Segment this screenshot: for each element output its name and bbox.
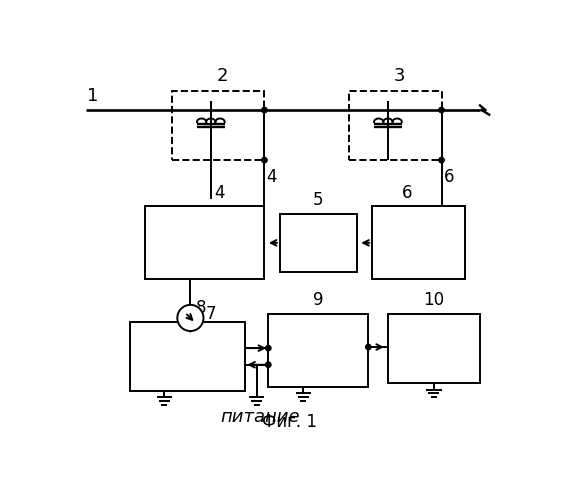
Bar <box>145 206 265 280</box>
Text: 1: 1 <box>87 88 99 106</box>
Text: питание: питание <box>221 408 301 426</box>
Bar <box>387 314 480 384</box>
Text: 4: 4 <box>214 184 224 202</box>
Text: 6: 6 <box>402 184 413 202</box>
Bar <box>268 314 368 387</box>
Bar <box>349 91 442 160</box>
Text: 8: 8 <box>196 299 206 317</box>
Text: 7: 7 <box>206 305 217 323</box>
Bar <box>172 91 265 160</box>
Circle shape <box>439 108 444 112</box>
Circle shape <box>262 158 267 163</box>
Text: Фиг. 1: Фиг. 1 <box>262 413 316 431</box>
Text: 10: 10 <box>423 292 444 310</box>
Text: 4: 4 <box>267 168 277 186</box>
Text: 2: 2 <box>217 66 228 84</box>
Circle shape <box>266 362 271 368</box>
Circle shape <box>177 305 204 331</box>
Bar <box>130 322 245 391</box>
Text: 6: 6 <box>444 168 455 186</box>
Text: 9: 9 <box>313 292 324 310</box>
Text: 5: 5 <box>313 192 324 210</box>
Circle shape <box>266 346 271 351</box>
Bar <box>372 206 465 280</box>
Bar <box>280 214 357 272</box>
Circle shape <box>365 344 371 350</box>
Circle shape <box>262 108 267 112</box>
Text: 3: 3 <box>394 66 405 84</box>
Circle shape <box>439 158 444 163</box>
